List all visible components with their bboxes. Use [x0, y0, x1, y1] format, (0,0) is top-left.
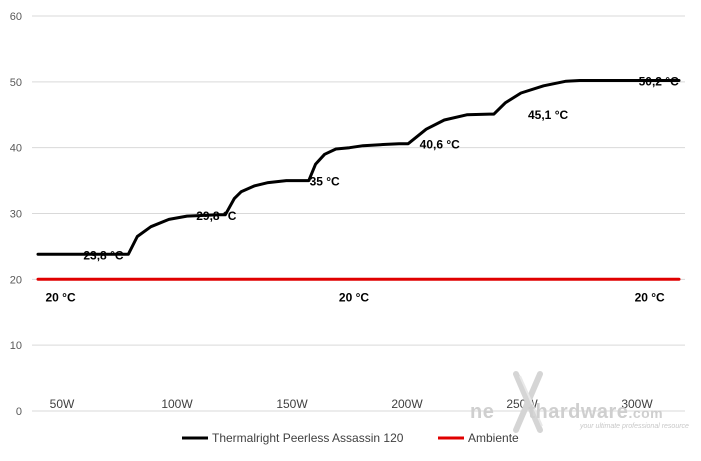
data-label: 50,2 °C	[639, 75, 679, 89]
watermark-brand-left: ne	[470, 401, 494, 423]
data-label: 20 °C	[635, 290, 665, 304]
y-tick-label: 60	[10, 11, 22, 23]
data-label: 45,1 °C	[528, 108, 568, 122]
x-category-label: 300W	[621, 397, 653, 411]
data-label: 35 °C	[310, 175, 340, 189]
data-label: 29,8 °C	[196, 209, 236, 223]
watermark-brand-right: thardware	[528, 401, 628, 423]
y-axis-ticks: 0 10 20 30 40 50 60	[10, 11, 22, 418]
x-category-label: 100W	[161, 397, 193, 411]
legend-label-series-0: Thermalright Peerless Assassin 120	[212, 431, 404, 445]
legend: Thermalright Peerless Assassin 120 Ambie…	[182, 431, 519, 445]
x-axis-categories: 50W 100W 150W 200W 250W 300W	[50, 397, 654, 411]
watermark-logo-icon	[513, 371, 543, 433]
watermark: ne thardware.com your ultimate profession…	[470, 371, 689, 433]
series-group	[36, 79, 681, 281]
y-tick-label: 40	[10, 143, 22, 155]
data-labels: 23,8 °C 29,8 °C 35 °C 40,6 °C 45,1 °C 50,2 °C…	[45, 75, 679, 305]
y-tick-label: 50	[10, 77, 22, 89]
watermark-tagline: your ultimate professional resource	[579, 423, 689, 430]
legend-label-series-1: Ambiente	[468, 431, 519, 445]
data-label: 20 °C	[45, 290, 75, 304]
data-label: 20 °C	[339, 290, 369, 304]
series-line-0	[36, 79, 681, 256]
grid	[32, 15, 685, 412]
watermark-brand-suffix: .com	[628, 405, 663, 421]
y-tick-label: 30	[10, 209, 22, 221]
x-category-label: 200W	[391, 397, 423, 411]
data-label: 23,8 °C	[83, 248, 123, 262]
y-tick-label: 0	[16, 406, 22, 418]
data-label: 40,6 °C	[420, 138, 460, 152]
y-tick-label: 10	[10, 340, 22, 352]
x-category-label: 50W	[50, 397, 75, 411]
x-category-label: 150W	[276, 397, 308, 411]
y-tick-label: 20	[10, 274, 22, 286]
